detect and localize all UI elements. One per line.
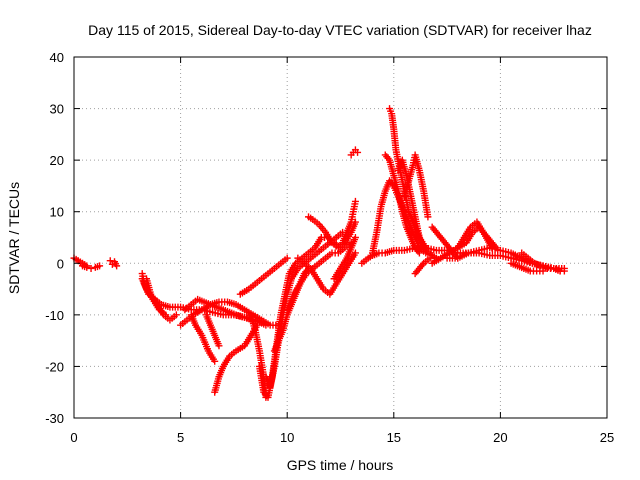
data-point <box>426 254 434 262</box>
series-track-35 <box>518 249 568 275</box>
data-point <box>488 244 496 252</box>
x-axis-title: GPS time / hours <box>287 457 394 473</box>
data-point <box>113 262 121 270</box>
series-track-21 <box>339 197 359 247</box>
chart-title: Day 115 of 2015, Sidereal Day-to-day VTE… <box>88 22 592 38</box>
grid-lines <box>74 57 607 418</box>
data-points <box>70 105 568 401</box>
series-track-9 <box>187 311 219 365</box>
data-point <box>96 262 104 270</box>
data-point <box>351 249 359 257</box>
x-tick-label: 20 <box>493 430 507 445</box>
x-tick-label: 10 <box>280 430 294 445</box>
x-tick-label: 5 <box>177 430 184 445</box>
data-point <box>258 319 266 327</box>
series-track-34 <box>507 259 547 275</box>
data-point <box>215 342 223 350</box>
x-tick-label: 15 <box>387 430 401 445</box>
series-track-28 <box>400 151 432 221</box>
y-tick-label: 20 <box>50 153 64 168</box>
y-tick-label: 30 <box>50 102 64 117</box>
data-point <box>351 234 359 241</box>
axis-tick-labels: 0 5 10 15 20 25 -30 -20 -10 0 10 20 30 40 <box>45 50 614 445</box>
data-point <box>351 197 359 205</box>
data-point <box>172 311 180 319</box>
series-track-11 <box>211 321 261 396</box>
series-track-18 <box>294 249 359 298</box>
y-tick-label: -30 <box>45 411 64 426</box>
y-tick-label: 40 <box>50 50 64 65</box>
x-tick-label: 0 <box>70 430 77 445</box>
data-point <box>422 244 430 252</box>
data-point <box>211 357 219 365</box>
y-tick-label: 10 <box>50 205 64 220</box>
y-axis-title: SDTVAR / TECUs <box>6 182 22 294</box>
series-track-6 <box>142 275 180 324</box>
data-point <box>560 267 568 275</box>
data-point <box>87 264 95 272</box>
series-track-2 <box>79 262 104 272</box>
data-point <box>83 263 91 271</box>
data-point <box>283 254 291 262</box>
data-point <box>424 213 432 221</box>
data-point <box>106 257 114 265</box>
data-point <box>262 393 270 401</box>
series-track-29 <box>411 254 434 278</box>
y-tick-label: 0 <box>57 256 64 271</box>
axis-ticks <box>73 56 608 419</box>
y-tick-label: -10 <box>45 308 64 323</box>
data-point <box>354 148 362 156</box>
series-track-20 <box>330 234 359 283</box>
series-track-14 <box>247 311 270 401</box>
plot-frame <box>73 56 608 419</box>
series-track-33 <box>454 218 496 252</box>
series-track-10 <box>202 311 223 350</box>
series-track-12 <box>236 254 291 298</box>
x-tick-label: 25 <box>600 430 614 445</box>
series-track-3 <box>106 257 121 270</box>
series-track-26 <box>381 151 423 257</box>
series-track-22 <box>347 146 362 159</box>
data-point <box>415 249 423 257</box>
y-tick-label: -20 <box>45 359 64 374</box>
